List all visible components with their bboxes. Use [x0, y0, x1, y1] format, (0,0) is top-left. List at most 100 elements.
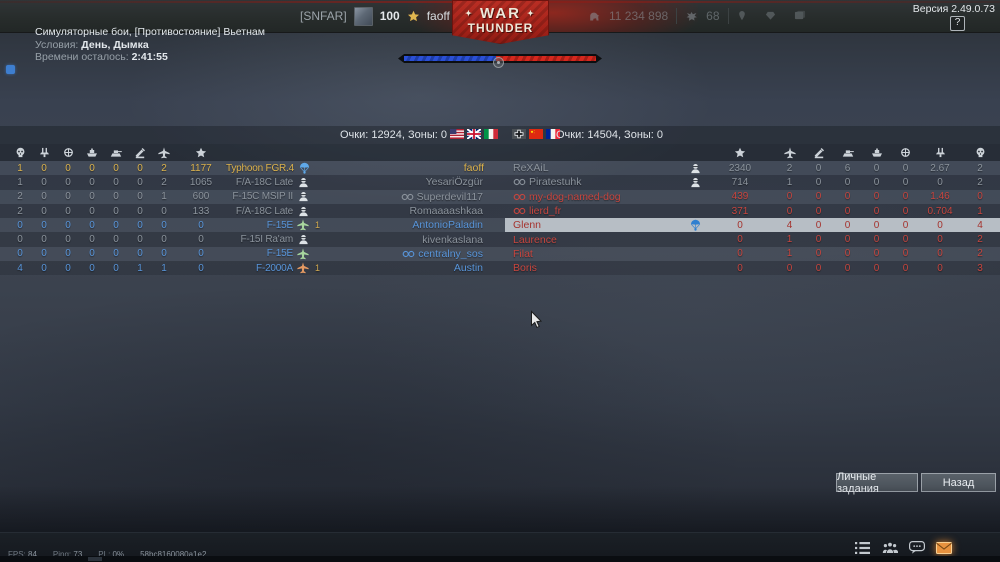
- column-plane: [775, 146, 804, 159]
- right-team-player[interactable]: Piratestuhk 714 1 0 0 0 0 0 2: [505, 175, 1000, 189]
- war-thunder-logo: ✦ WAR ✦ THUNDER: [452, 0, 549, 44]
- golden-eagles-amount[interactable]: 68: [706, 9, 720, 23]
- session-id: 58bc8160080a1e2: [140, 550, 207, 559]
- left-team-player[interactable]: 0 0 0 0 0 0 0 0 F-15I Ra'am kivenkaslana: [0, 232, 505, 246]
- usa-icon: [450, 129, 464, 139]
- respawn-marker: 1: [315, 263, 321, 274]
- player-name: centralny_sos: [325, 248, 505, 260]
- vehicle-name: F-15C MSIP II: [232, 191, 293, 203]
- score-value: 2340: [728, 162, 752, 174]
- stat-value: 0: [137, 234, 143, 246]
- stat-value: 0: [137, 176, 143, 188]
- stat-value: 0: [41, 248, 47, 260]
- scoreboard-row: 0 0 0 0 0 0 0 0 F-15E 1 AntonioPaladin Glenn 0 4 0 0 0 0 0…: [0, 218, 1000, 233]
- pilot-icon: [298, 191, 309, 202]
- stat-value: 0: [873, 191, 880, 203]
- level-star-icon: [407, 10, 420, 23]
- stat-value: 3: [977, 262, 983, 274]
- scoreboard-row: 0 0 0 0 0 0 0 0 F-15E centralny_sos Filat 0 1 0 0 0 0 0 2: [0, 246, 1000, 262]
- scoreboard-row: 1 0 0 0 0 0 2 1065 F/A-18C Late YesariÖzgür Pirate…: [0, 175, 1000, 190]
- player-name: AntonioPaladin: [412, 219, 483, 232]
- stat-value: 1: [17, 162, 23, 174]
- stat-value: 0: [65, 205, 71, 217]
- france-icon: [546, 129, 560, 139]
- left-team-player[interactable]: 4 0 0 0 0 1 1 0 F-2000A 1 Austin: [0, 261, 505, 275]
- germany-icon: [512, 129, 526, 139]
- stat-value: 0: [89, 205, 95, 217]
- currency-bar: 11 234 898 68: [588, 0, 806, 32]
- stat-value: 0: [937, 176, 943, 188]
- stat-value: 0: [65, 191, 71, 203]
- player-name: Austin: [453, 262, 483, 275]
- stat-value: 0: [113, 176, 119, 188]
- stat-value: 0: [65, 262, 71, 274]
- right-team-flags: [512, 129, 560, 139]
- silver-lions-icon[interactable]: [588, 11, 601, 22]
- stat-value: 0: [65, 219, 71, 231]
- parachute-icon: [299, 162, 310, 175]
- clan-tag[interactable]: [SNFAR]: [300, 9, 347, 23]
- left-team-player[interactable]: 2 0 0 0 0 0 1 600 F-15C MSIP II Superdevil117: [0, 190, 505, 204]
- right-team-player[interactable]: Boris 0 0 0 0 0 0 0 3: [505, 261, 1000, 275]
- stat-value: 0: [41, 234, 47, 246]
- player-name: YesariÖzgür: [425, 176, 483, 189]
- logo-star-icon: ✦: [527, 9, 536, 18]
- column-tank: [833, 147, 862, 159]
- chat-button[interactable]: [908, 539, 925, 556]
- fps-value: 84: [28, 550, 37, 559]
- column-ship: [862, 147, 891, 159]
- stat-value: 0: [844, 176, 851, 188]
- right-team-player[interactable]: Laurence 0 1 0 0 0 0 0 2: [505, 232, 1000, 246]
- right-team-player[interactable]: lierd_fr 371 0 0 0 0 0 0.704 1: [505, 204, 1000, 218]
- stat-value: 0: [937, 262, 943, 274]
- player-block[interactable]: [SNFAR] 100 faoff: [300, 0, 450, 32]
- stat-value: 0: [937, 219, 943, 231]
- help-button[interactable]: ?: [950, 16, 965, 31]
- player-name: Glenn: [513, 219, 542, 232]
- stat-value: 0: [873, 176, 880, 188]
- left-team-player[interactable]: 2 0 0 0 0 0 0 133 F/A-18C Late Romaaaashkaa: [0, 204, 505, 218]
- player-name[interactable]: faoff: [426, 9, 450, 23]
- column-aa-gun: [32, 147, 56, 158]
- stat-value: 0: [977, 191, 983, 203]
- right-team-player-selected[interactable]: Glenn 0 4 0 0 0 0 0 4: [505, 218, 1000, 233]
- scoreboard-row: 2 0 0 0 0 0 1 600 F-15C MSIP II Superdevil117 my-d…: [0, 189, 1000, 204]
- stat-value: 0: [873, 248, 880, 260]
- stat-value: 2: [977, 176, 983, 188]
- stat-value: 0: [937, 234, 943, 246]
- golden-eagles-icon[interactable]: [685, 11, 698, 22]
- squadron-button[interactable]: [881, 539, 898, 556]
- stat-value: 0: [844, 248, 851, 260]
- stat-value: 0: [161, 205, 167, 217]
- silver-lions-amount[interactable]: 11 234 898: [609, 9, 669, 23]
- left-team-player[interactable]: 1 0 0 0 0 0 2 1065 F/A-18C Late YesariÖzgür: [0, 175, 505, 189]
- column-star: [176, 147, 226, 159]
- stat-value: 0: [137, 162, 143, 174]
- pilot-icon: [298, 206, 309, 217]
- left-team-player[interactable]: 1 0 0 0 0 0 2 1177 Typhoon FGR.4 faoff: [0, 161, 505, 175]
- chat-indicator-icon[interactable]: [6, 65, 15, 74]
- stat-value: 0: [17, 248, 23, 260]
- card-icon: [794, 10, 806, 22]
- right-team-player[interactable]: Filat 0 1 0 0 0 0 0 2: [505, 247, 1000, 261]
- misc-icons: [737, 10, 806, 22]
- time-left-value: 2:41:55: [131, 51, 168, 63]
- stat-value: 0: [844, 219, 851, 231]
- left-team-player[interactable]: 0 0 0 0 0 0 0 0 F-15E 1 AntonioPaladin: [0, 218, 505, 232]
- score-value: 714: [731, 176, 749, 188]
- stat-value: 0: [65, 162, 71, 174]
- list-button[interactable]: [854, 539, 871, 556]
- left-team-score: Очки: 12924, Зоны: 0: [339, 129, 447, 141]
- stat-value: 0: [113, 162, 119, 174]
- stat-value: 2: [17, 191, 23, 203]
- right-team-player[interactable]: my-dog-named-dog 439 0 0 0 0 0 1.46 0: [505, 190, 1000, 204]
- stat-value: 0.704: [927, 205, 953, 217]
- jet-orange-icon: [297, 262, 309, 274]
- mail-button[interactable]: [935, 539, 952, 556]
- time-left-label: Времени осталось:: [35, 51, 129, 63]
- avatar[interactable]: [353, 6, 373, 26]
- score-value: 1065: [189, 176, 213, 188]
- left-team-player[interactable]: 0 0 0 0 0 0 0 0 F-15E centralny_sos: [0, 247, 505, 261]
- right-team-player[interactable]: ReXAiL 2340 2 0 6 0 0 2.67 2: [505, 161, 1000, 175]
